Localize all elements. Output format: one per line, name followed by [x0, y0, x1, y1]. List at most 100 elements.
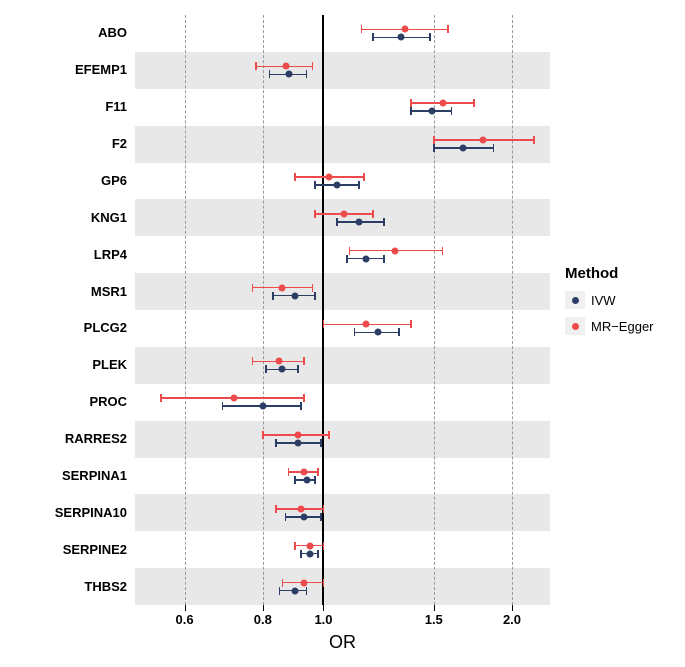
x-tick-label: 0.6 [176, 612, 194, 627]
ci-cap [312, 284, 314, 292]
ci-cap [272, 292, 274, 300]
point-marker [294, 440, 301, 447]
point-marker [276, 358, 283, 365]
point-marker [297, 505, 304, 512]
x-tick-label: 1.0 [314, 612, 332, 627]
point-marker [291, 587, 298, 594]
point-marker [294, 432, 301, 439]
ci-cap [447, 25, 449, 33]
point-marker [285, 71, 292, 78]
point-marker [306, 542, 313, 549]
ci-cap [328, 431, 330, 439]
point-marker [363, 255, 370, 262]
ci-cap [294, 542, 296, 550]
y-label: PLCG2 [7, 320, 127, 335]
point-marker [402, 26, 409, 33]
ci-cap [222, 402, 224, 410]
ci-cap [323, 542, 325, 550]
ci-cap [252, 357, 254, 365]
point-marker [428, 108, 435, 115]
point-marker [341, 210, 348, 217]
point-marker [303, 476, 310, 483]
ci-cap [336, 218, 338, 226]
x-axis-title: OR [135, 632, 550, 653]
point-marker [398, 34, 405, 41]
row-band [135, 199, 550, 236]
ci-cap [262, 431, 264, 439]
ci-cap [433, 136, 435, 144]
y-label: PROC [7, 394, 127, 409]
row-band [135, 568, 550, 605]
point-marker [391, 247, 398, 254]
ci-cap [314, 181, 316, 189]
x-tick-label: 0.8 [254, 612, 272, 627]
point-marker [325, 173, 332, 180]
x-tick-label: 1.5 [425, 612, 443, 627]
ci-cap [282, 579, 284, 587]
legend-dot-icon [572, 323, 579, 330]
x-tick [512, 605, 513, 611]
reference-line [322, 15, 324, 605]
point-marker [363, 321, 370, 328]
y-label: GP6 [7, 173, 127, 188]
y-label: PLEK [7, 357, 127, 372]
ci-cap [442, 247, 444, 255]
ci-cap [383, 218, 385, 226]
grid-line [263, 15, 264, 605]
row-band [135, 347, 550, 384]
y-label: LRP4 [7, 247, 127, 262]
point-marker [282, 63, 289, 70]
ci-cap [433, 144, 435, 152]
y-label: SERPINE2 [7, 542, 127, 557]
ci-cap [314, 292, 316, 300]
legend-swatch [565, 291, 585, 309]
y-label: EFEMP1 [7, 62, 127, 77]
legend-dot-icon [572, 297, 579, 304]
legend-label: MR−Egger [591, 319, 654, 334]
plot-area [135, 15, 550, 605]
legend-item: MR−Egger [565, 316, 654, 336]
point-marker [291, 292, 298, 299]
ci-cap [398, 328, 400, 336]
ci-cap [306, 587, 308, 595]
point-marker [300, 513, 307, 520]
ci-cap [275, 505, 277, 513]
legend: Method IVW MR−Egger [565, 265, 654, 342]
point-marker [374, 329, 381, 336]
y-label: KNG1 [7, 210, 127, 225]
legend-label: IVW [591, 293, 616, 308]
ci-cap [265, 365, 267, 373]
ci-cap [317, 468, 319, 476]
point-marker [480, 137, 487, 144]
x-tick [263, 605, 264, 611]
point-marker [333, 181, 340, 188]
point-marker [259, 403, 266, 410]
ci-cap [303, 394, 305, 402]
ci-cap [312, 62, 314, 70]
ci-cap [297, 365, 299, 373]
y-label: RARRES2 [7, 431, 127, 446]
ci-cap [320, 513, 322, 521]
ci-cap [300, 550, 302, 558]
point-marker [279, 284, 286, 291]
ci-cap [160, 394, 162, 402]
ci-cap [346, 255, 348, 263]
legend-title: Method [565, 265, 654, 282]
ci-cap [429, 33, 431, 41]
ci-cap [372, 33, 374, 41]
ci-cap [314, 476, 316, 484]
grid-line [512, 15, 513, 605]
ci-cap [252, 284, 254, 292]
ci-cap [410, 107, 412, 115]
ci-cap [372, 210, 374, 218]
point-marker [439, 100, 446, 107]
row-band [135, 421, 550, 458]
grid-line [185, 15, 186, 605]
ci-cap [303, 357, 305, 365]
point-marker [459, 145, 466, 152]
ci-cap [255, 62, 257, 70]
ci-cap [323, 579, 325, 587]
x-tick [185, 605, 186, 611]
point-marker [306, 550, 313, 557]
y-label: ABO [7, 25, 127, 40]
